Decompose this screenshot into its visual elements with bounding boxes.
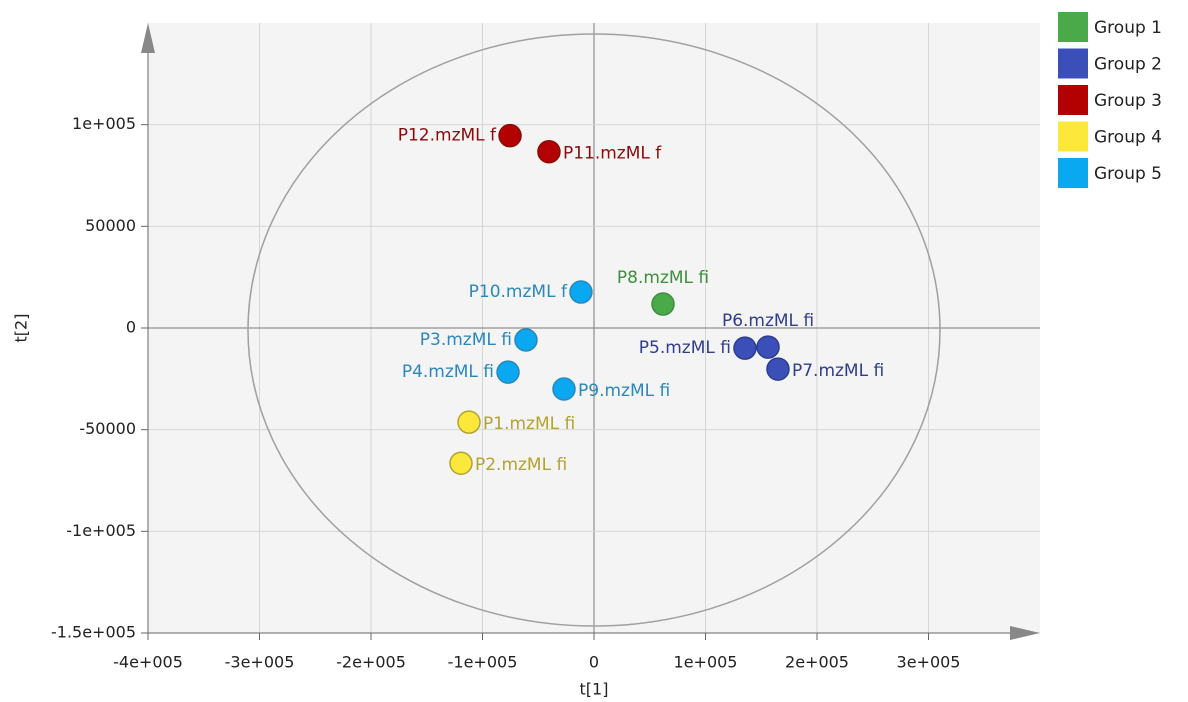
legend-swatch: [1058, 12, 1088, 42]
legend-label: Group 5: [1094, 164, 1162, 184]
point-label: P3.mzML fi: [420, 330, 512, 350]
point-label: P4.mzML fi: [402, 362, 494, 382]
confidence-ellipse: [247, 33, 941, 627]
data-point: [569, 280, 593, 304]
x-tick-label: 0: [589, 653, 599, 672]
data-point: [733, 336, 757, 360]
point-label: P7.mzML fi: [792, 361, 884, 381]
legend-swatch: [1058, 48, 1088, 79]
y-axis-arrow: [141, 23, 155, 53]
x-tick-label: -4e+005: [113, 653, 183, 672]
point-label: P2.mzML fi: [475, 455, 567, 475]
y-tick-label: -50000: [79, 419, 136, 438]
legend-swatch: [1058, 85, 1088, 115]
y-tick-label: -1e+005: [66, 521, 136, 540]
x-tick-label: -3e+005: [225, 653, 295, 672]
point-label: P10.mzML f: [469, 282, 568, 302]
x-tick-label: -2e+005: [336, 653, 406, 672]
point-label: P8.mzML fi: [617, 268, 709, 288]
points: P8.mzML fi P5.mzML fi P6.mzML fi P7.mzML fi…: [398, 123, 884, 475]
legend-label: Group 4: [1094, 128, 1162, 148]
legend-label: Group 3: [1094, 91, 1162, 111]
data-point: [651, 292, 675, 316]
point-label: P9.mzML fi: [578, 381, 670, 401]
point-label: P11.mzML f: [563, 144, 662, 164]
point-label: P5.mzML fi: [639, 338, 731, 358]
data-point: [537, 139, 561, 164]
data-point: [496, 360, 520, 384]
x-tick-label: 2e+005: [785, 653, 849, 672]
x-tick-label: 1e+005: [674, 653, 738, 672]
y-axis-label: t[2]: [12, 314, 31, 343]
point-label: P12.mzML f: [398, 126, 497, 146]
data-point: [766, 357, 790, 381]
data-point: [756, 335, 780, 359]
x-axis-arrow: [1010, 626, 1040, 640]
legend-swatch: [1058, 121, 1088, 152]
point-label: P1.mzML fi: [483, 414, 575, 434]
data-point: [552, 377, 576, 401]
data-point: [449, 451, 473, 475]
data-point: [514, 328, 538, 352]
legend-swatch: [1058, 158, 1088, 188]
axes: -4e+005 -3e+005 -2e+005 -1e+005 0 1e+005 2e+00…: [51, 23, 1040, 672]
y-tick-label: 1e+005: [72, 114, 136, 133]
y-tick-label: -1.5e+005: [51, 623, 136, 642]
point-label: P6.mzML fi: [722, 311, 814, 331]
x-tick-label: -1e+005: [448, 653, 518, 672]
y-tick-label: 50000: [85, 216, 136, 235]
legend-label: Group 2: [1094, 55, 1162, 75]
data-point: [498, 123, 522, 148]
x-axis-label: t[1]: [580, 680, 609, 699]
data-point: [457, 410, 481, 434]
legend-label: Group 1: [1094, 18, 1162, 38]
legend: Group 1 Group 2 Group 3 Group 4 Group 5: [1058, 12, 1162, 188]
x-tick-label: 3e+005: [897, 653, 961, 672]
y-tick-label: 0: [126, 318, 136, 337]
